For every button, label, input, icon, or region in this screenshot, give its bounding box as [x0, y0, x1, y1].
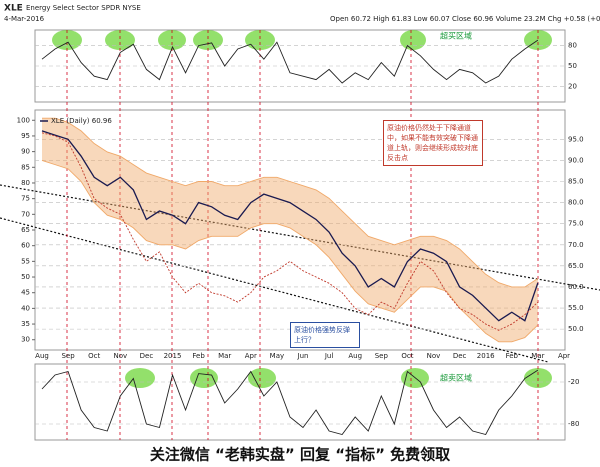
y-tick-label: -80	[568, 420, 579, 428]
date: 4-Mar-2016	[4, 15, 45, 23]
y-tick-label: 60.0	[568, 283, 584, 291]
y2-tick-label: 85	[21, 163, 30, 171]
band-fill	[42, 118, 538, 342]
y2-tick-label: 30	[21, 336, 30, 344]
y-tick-label: 80	[568, 42, 577, 50]
quote: Open 60.72 High 61.83 Low 60.07 Close 60…	[330, 15, 600, 23]
x-tick-label: Feb	[506, 352, 519, 360]
y-tick-label: 90.0	[568, 156, 584, 164]
x-tick-label: Aug	[348, 352, 362, 360]
channel-lower	[0, 217, 549, 363]
y2-tick-label: 50	[21, 273, 30, 281]
y2-tick-label: 55	[21, 257, 30, 265]
x-tick-label: May	[270, 352, 284, 360]
price-line	[41, 130, 539, 322]
y2-tick-label: 75	[21, 195, 30, 203]
y-tick-label: 70.0	[568, 241, 584, 249]
x-tick-label: Dec	[140, 352, 154, 360]
annotation-blue: 原油价格强势反弹上行？	[290, 322, 360, 348]
overbought-label: 超买区域	[440, 31, 472, 41]
series-line	[41, 132, 539, 331]
title: Energy Select Sector SPDR NYSE	[26, 4, 141, 12]
y2-tick-label: 45	[21, 289, 30, 297]
x-tick-label: Nov	[113, 352, 127, 360]
y2-tick-label: 100	[17, 116, 30, 124]
x-tick-label: Mar	[531, 352, 544, 360]
y2-tick-label: 65	[21, 226, 30, 234]
x-tick-label: 2016	[477, 352, 495, 360]
series-line	[41, 39, 539, 84]
y-tick-label: 55.0	[568, 304, 584, 312]
y2-tick-label: 90	[21, 148, 30, 156]
x-tick-label: Aug	[35, 352, 49, 360]
y2-tick-label: 60	[21, 242, 30, 250]
overbought-markers	[52, 30, 552, 50]
x-tick-label: Oct	[401, 352, 413, 360]
y-tick-label: 20	[568, 82, 577, 90]
y-tick-label: 85.0	[568, 177, 584, 185]
y2-tick-label: 70	[21, 210, 30, 218]
y-tick-label: -20	[568, 378, 579, 386]
y-tick-label: 65.0	[568, 262, 584, 270]
y-tick-label: 95.0	[568, 135, 584, 143]
x-tick-label: Jul	[324, 352, 334, 360]
x-tick-label: Apr	[558, 352, 570, 360]
x-tick-label: Apr	[245, 352, 257, 360]
symbol: XLE	[4, 4, 23, 14]
y-tick-label: 50.0	[568, 325, 584, 333]
series-line	[42, 117, 539, 288]
x-tick-label: Jun	[297, 352, 309, 360]
y-tick-label: 50	[568, 62, 577, 70]
x-tick-label: 2015	[164, 352, 182, 360]
x-tick-label: Sep	[375, 352, 389, 360]
y2-tick-label: 40	[21, 304, 30, 312]
y2-tick-label: 35	[21, 320, 30, 328]
oversold-label: 超卖区域	[440, 373, 472, 383]
x-tick-label: Mar	[218, 352, 231, 360]
oversold-markers	[125, 368, 552, 388]
x-tick-label: Dec	[453, 352, 467, 360]
x-tick-label: Feb	[192, 352, 205, 360]
y2-tick-label: 80	[21, 179, 30, 187]
x-tick-label: Sep	[61, 352, 75, 360]
x-tick-label: Oct	[88, 352, 100, 360]
watermark: 关注微信 “老韩实盘” 回复 “指标” 免费领取	[150, 446, 451, 464]
x-tick-label: Nov	[427, 352, 441, 360]
y-tick-label: 75.0	[568, 220, 584, 228]
legend-label: XLE (Daily) 60.96	[51, 117, 112, 125]
series-line	[41, 369, 539, 436]
y-tick-label: 80.0	[568, 199, 584, 207]
annotation-red: 原油价格仍然处于下降通道中，如果不能有效突破下降通道上轨，则会继续形成较对底反击…	[383, 120, 483, 166]
y2-tick-label: 95	[21, 132, 30, 140]
panel-bottom	[34, 363, 566, 441]
